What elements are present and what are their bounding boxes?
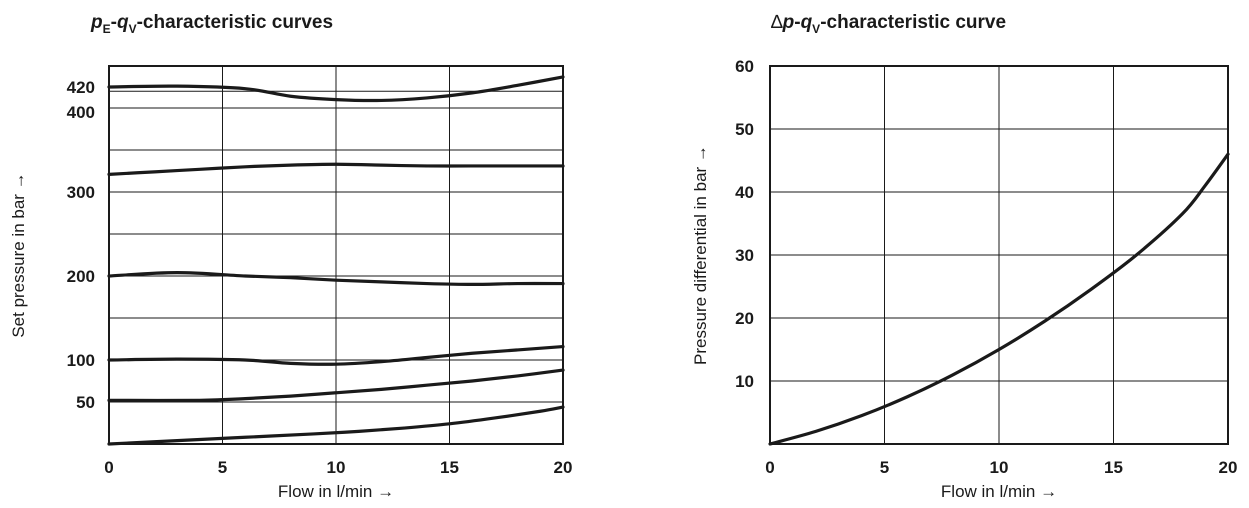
chart-1-title-sub2: V <box>129 22 137 36</box>
chart-1-y-tick-label: 300 <box>67 183 95 202</box>
chart-2-title-var2: q <box>801 12 813 33</box>
chart-1-title: pE-qV-characteristic curves <box>90 12 333 36</box>
chart-1-x-tick-label: 10 <box>327 458 346 477</box>
chart-1-title-sep: - <box>111 12 117 33</box>
chart-1-series-line-4 <box>107 344 565 366</box>
chart-2-y-tick-label: 30 <box>735 246 754 265</box>
chart-2-y-tick-label: 50 <box>735 120 754 139</box>
chart-2-x-tick-label: 10 <box>990 458 1009 477</box>
chart-1-y-tick-label: 200 <box>67 267 95 286</box>
chart-1-series-line-6 <box>107 405 565 446</box>
chart-1-series-line-5 <box>107 368 565 403</box>
chart-2-y-axis-label: Pressure differential in bar → <box>691 145 710 365</box>
chart-2-title-suffix: -characteristic curve <box>820 12 1006 33</box>
chart-2-title: ∆p-qV-characteristic curve <box>771 12 1006 36</box>
chart-2-x-tick-label: 0 <box>765 458 774 477</box>
chart-1: 0 5 10 15 20 50 100 200 300 400 420 Flow in l/min →… <box>9 65 573 501</box>
chart-1-title-var2: q <box>117 12 129 33</box>
chart-2-frame <box>769 65 1229 445</box>
chart-1-y-tick-label: 100 <box>67 351 95 370</box>
chart-2-title-prefix: ∆ <box>771 12 783 33</box>
chart-2-x-tick-label: 5 <box>880 458 889 477</box>
chart-1-y-tick-label: 400 <box>67 103 95 122</box>
chart-1-x-tick-label: 20 <box>554 458 573 477</box>
chart-2-x-tick-label: 20 <box>1219 458 1238 477</box>
chart-2-y-tick-label: 20 <box>735 309 754 328</box>
chart-2: 0 5 10 15 20 10 20 30 40 50 60 Flow in l/min → Press… <box>691 57 1237 501</box>
chart-2-x-axis-label: Flow in l/min → <box>941 482 1057 501</box>
chart-1-series-line-3 <box>107 271 565 286</box>
chart-2-title-sep: - <box>794 12 800 33</box>
chart-2-y-tick-label: 40 <box>735 183 754 202</box>
chart-1-title-var1: p <box>90 12 103 33</box>
chart-2-series-line-1 <box>768 152 1230 446</box>
chart-1-series-line-2 <box>107 162 565 176</box>
chart-1-title-suffix: -characteristic curves <box>137 12 333 33</box>
chart-1-y-tick-label: 50 <box>76 393 95 412</box>
chart-1-x-tick-label: 5 <box>218 458 227 477</box>
chart-1-series-line-1 <box>107 75 565 103</box>
chart-2-y-tick-label: 10 <box>735 372 754 391</box>
chart-2-title-var1: p <box>782 12 795 33</box>
chart-2-title-sub2: V <box>812 22 820 36</box>
chart-1-x-tick-label: 15 <box>440 458 459 477</box>
chart-1-x-tick-label: 0 <box>104 458 113 477</box>
chart-1-y-axis-label: Set pressure in bar → <box>9 172 28 337</box>
chart-1-title-sub1: E <box>103 22 111 36</box>
chart-1-y-tick-label: 420 <box>67 78 95 97</box>
chart-2-x-tick-label: 15 <box>1104 458 1123 477</box>
chart-2-y-tick-label: 60 <box>735 57 754 76</box>
chart-1-x-axis-label: Flow in l/min → <box>278 482 394 501</box>
chart-1-frame <box>108 65 564 445</box>
